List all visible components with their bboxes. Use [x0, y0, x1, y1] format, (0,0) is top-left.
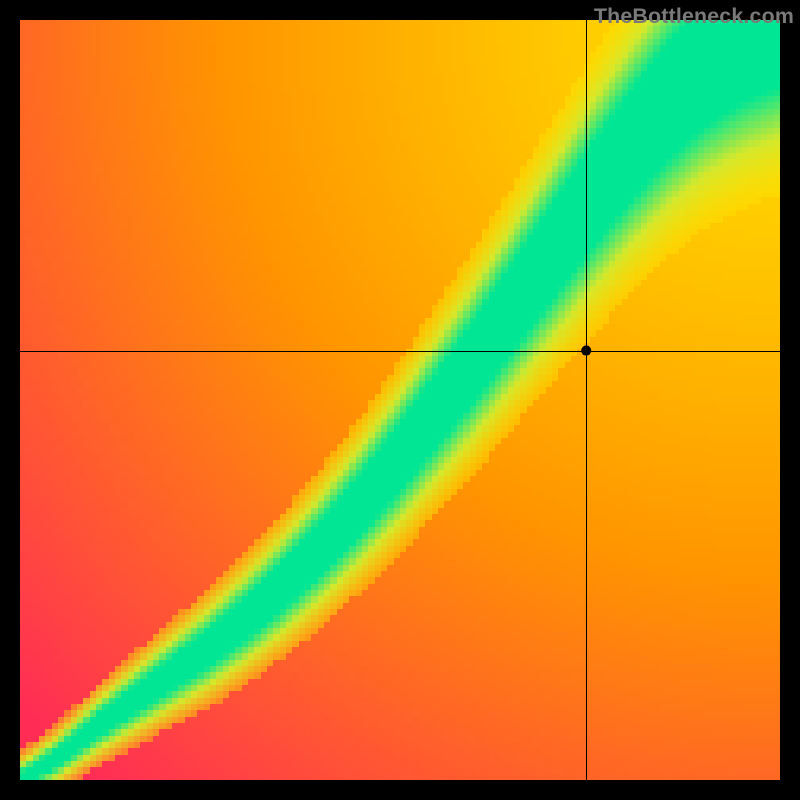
bottleneck-heatmap: [0, 0, 800, 800]
watermark-text: TheBottleneck.com: [594, 4, 794, 29]
